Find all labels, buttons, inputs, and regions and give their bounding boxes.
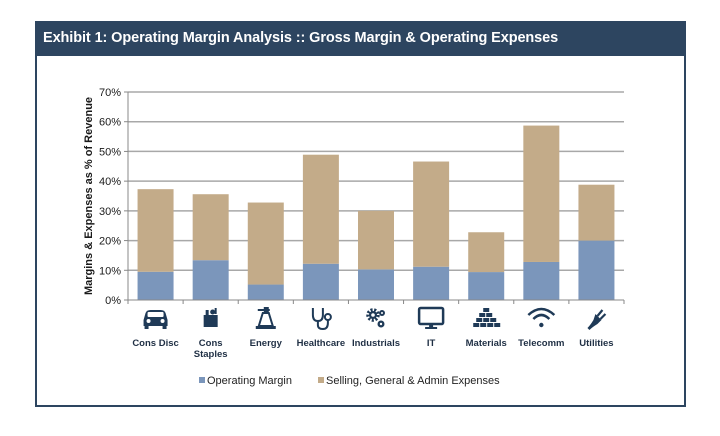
exhibit-frame: [35, 21, 686, 407]
legend-swatch-sga: [318, 377, 324, 383]
monitor-icon: [417, 306, 445, 329]
x-tick-label: Cons Staples: [194, 338, 228, 360]
bar-operating-margin: [578, 240, 615, 300]
bar-sga: [302, 154, 339, 264]
stethoscope-icon: [311, 308, 332, 331]
y-tick-label: 40%: [99, 176, 121, 188]
x-tick-label: Healthcare: [297, 338, 346, 349]
bar-operating-margin: [192, 260, 229, 300]
y-tick-label: 10%: [99, 265, 121, 277]
category-icons: [143, 306, 607, 331]
bar-sga: [578, 184, 615, 241]
grocery-bag-icon: [203, 308, 218, 327]
x-tick-label: Utilities: [579, 338, 613, 349]
bar-operating-margin: [358, 269, 394, 300]
legend-swatch-operating-margin: [199, 377, 205, 383]
bar-sga: [468, 232, 505, 273]
legend-label-sga: Selling, General & Admin Expenses: [326, 375, 500, 387]
x-tick-label: Industrials: [352, 338, 400, 349]
bar-operating-margin: [137, 271, 174, 300]
bar-operating-margin: [247, 284, 284, 300]
x-tick-label: IT: [427, 338, 436, 349]
y-tick-label: 50%: [99, 146, 121, 158]
bar-sga: [523, 125, 560, 262]
x-tick-label: Cons Disc: [132, 338, 178, 349]
y-tick-label: 20%: [99, 236, 121, 248]
bar-sga: [247, 202, 284, 285]
legend-label-operating-margin: Operating Margin: [207, 375, 292, 387]
wifi-icon: [527, 307, 556, 328]
oil-pump-icon: [255, 307, 276, 329]
bar-operating-margin: [302, 263, 339, 300]
bars: [137, 125, 615, 300]
y-tick-label: 0%: [105, 295, 121, 307]
bar-operating-margin: [523, 261, 560, 300]
category-labels: Cons Disc Cons Staples Energy Healthcare Indu…: [132, 338, 613, 360]
axes: [127, 92, 625, 304]
bar-sga: [137, 189, 174, 272]
bricks-icon: [473, 308, 501, 327]
bar-sga: [192, 194, 229, 261]
y-tick-label: 70%: [99, 87, 121, 99]
x-tick-label: Telecomm: [518, 338, 564, 349]
legend: Operating Margin Selling, General & Admi…: [199, 375, 500, 387]
plug-icon: [587, 309, 607, 330]
gears-icon: [366, 308, 385, 328]
x-tick-label: Materials: [466, 338, 507, 349]
y-axis-label: Margins & Expenses as % of Revenue: [83, 97, 95, 295]
exhibit-title: Exhibit 1: Operating Margin Analysis :: …: [35, 21, 686, 56]
bar-operating-margin: [468, 272, 505, 300]
y-tick-label: 60%: [99, 117, 121, 129]
x-tick-label: Energy: [250, 338, 283, 349]
bar-operating-margin: [413, 266, 450, 300]
bar-sga: [358, 210, 394, 270]
bar-sga: [413, 161, 450, 267]
y-tick-label: 30%: [99, 206, 121, 218]
car-icon: [143, 310, 168, 329]
y-axis-ticks: 0% 10% 20% 30% 40% 50% 60% 70%: [99, 87, 128, 307]
